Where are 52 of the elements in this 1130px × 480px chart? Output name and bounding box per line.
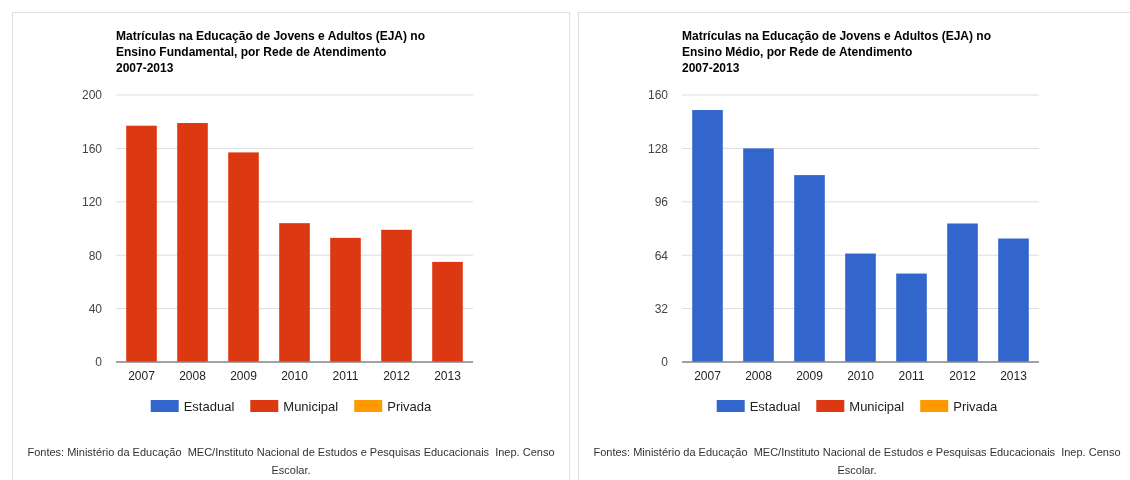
- y-tick-label: 64: [654, 248, 669, 263]
- x-tick-label: 2011: [332, 368, 359, 383]
- bar: [330, 237, 361, 362]
- legend-label: Estadual: [749, 399, 801, 414]
- chart-title: Matrículas na Educação de Jovens e Adultos (EJA) no Ensino Médio, por Rede de Atendimento: [682, 29, 991, 59]
- x-tick-label: 2013: [434, 368, 462, 383]
- legend-label: Municipal: [283, 399, 339, 414]
- bar: [228, 152, 259, 362]
- bar: [896, 273, 927, 362]
- y-tick-label: 160: [647, 88, 669, 103]
- y-tick-label: 120: [81, 195, 103, 210]
- x-tick-label: 2007: [128, 368, 156, 383]
- x-tick-label: 2009: [230, 368, 258, 383]
- x-tick-label: 2013: [1000, 368, 1028, 383]
- y-tick-label: 80: [88, 248, 103, 263]
- bar: [947, 223, 978, 362]
- bar: [432, 261, 463, 362]
- text: Fontes: Ministério da Educação MEC/Instituto Nacional de Estudos e Pesquisas Educacionais Inep. Censo Escolar.: [27, 446, 555, 476]
- bar: [845, 253, 876, 362]
- bar: [381, 229, 412, 362]
- y-tick-label: 32: [654, 301, 669, 316]
- y-tick-label: 96: [654, 195, 669, 210]
- bar: [998, 238, 1029, 362]
- y-tick-label: 160: [81, 141, 103, 156]
- text: Fontes: Ministério da Educação MEC/Instituto Nacional de Estudos e Pesquisas Educacionais Inep. Censo Escolar.: [593, 446, 1121, 476]
- legend-label: Estadual: [183, 399, 235, 414]
- y-tick-label: 200: [81, 88, 103, 103]
- y-tick-label: 0: [661, 355, 669, 370]
- x-tick-label: 2010: [281, 368, 309, 383]
- legend-label: Privada: [953, 399, 999, 414]
- x-tick-label: 2008: [179, 368, 207, 383]
- bar: [126, 125, 157, 362]
- legend-label: Privada: [387, 399, 433, 414]
- bar: [743, 148, 774, 362]
- x-tick-label: 2008: [745, 368, 773, 383]
- y-tick-label: 40: [88, 301, 103, 316]
- legend-label: Municipal: [849, 399, 905, 414]
- y-tick-label: 128: [647, 141, 669, 156]
- x-tick-label: 2012: [949, 368, 977, 383]
- bar: [177, 123, 208, 362]
- chart-subtitle: 2007-2013: [682, 61, 740, 75]
- chart-title: Matrículas na Educação de Jovens e Adultos (EJA) no Ensino Fundamental, por Rede de Atendimento: [116, 29, 425, 59]
- x-tick-label: 2011: [898, 368, 925, 383]
- bar: [279, 223, 310, 362]
- y-tick-label: 0: [95, 355, 103, 370]
- bar: [794, 175, 825, 362]
- chart-subtitle: 2007-2013: [116, 61, 174, 75]
- x-tick-label: 2009: [796, 368, 824, 383]
- x-tick-label: 2012: [383, 368, 411, 383]
- x-tick-label: 2010: [847, 368, 875, 383]
- x-tick-label: 2007: [694, 368, 722, 383]
- bar: [692, 110, 723, 362]
